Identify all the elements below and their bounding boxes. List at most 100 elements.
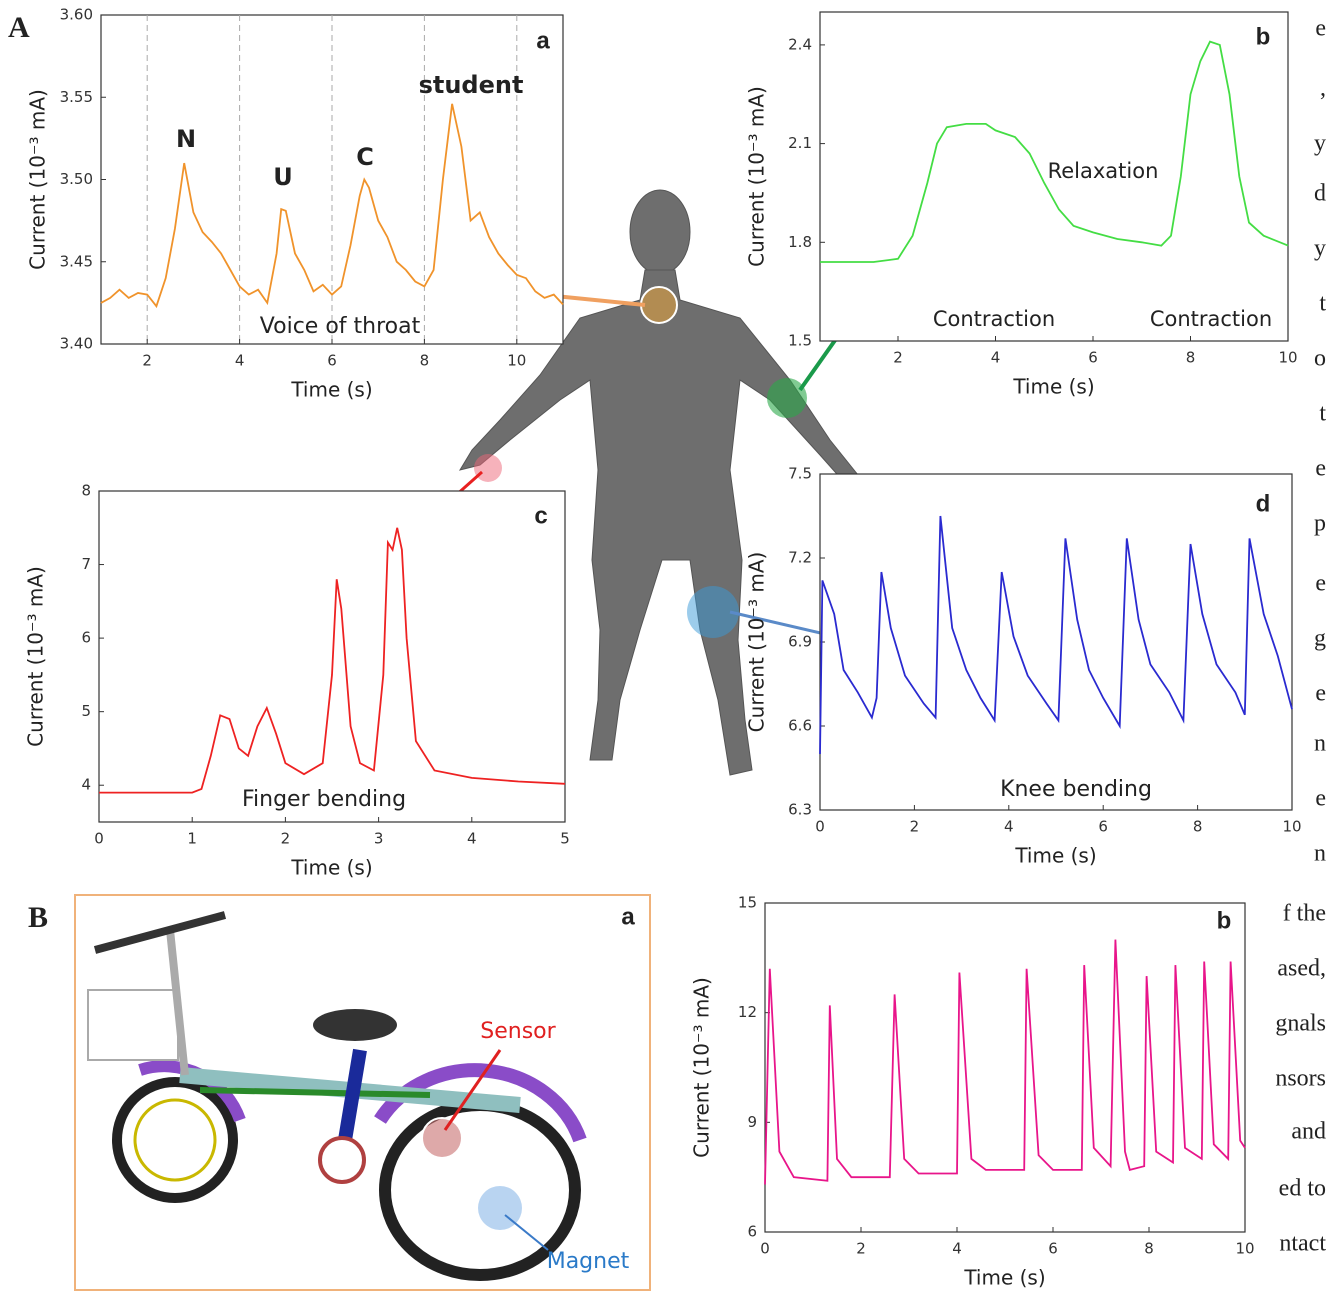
y-tick-label: 3.50	[60, 170, 93, 188]
y-tick-label: 6	[81, 629, 91, 647]
annotation: Relaxation	[1048, 159, 1159, 183]
y-tick-label: 6.9	[788, 633, 812, 651]
y-axis-label: Current (10⁻³ mA)	[745, 552, 769, 733]
x-axis-label: Time (s)	[290, 856, 372, 880]
side-text: n	[1314, 841, 1326, 867]
y-tick-label: 7.5	[788, 465, 812, 483]
x-tick-label: 4	[952, 1240, 962, 1258]
y-tick-label: 6.6	[788, 717, 812, 735]
y-tick-label: 3.55	[60, 88, 93, 106]
x-tick-label: 8	[1144, 1240, 1154, 1258]
x-tick-label: 4	[235, 352, 245, 370]
side-text: ed to	[1279, 1176, 1326, 1202]
magnet-label: Magnet	[547, 1249, 630, 1274]
side-text: ased,	[1277, 956, 1326, 982]
annotation: Finger bending	[242, 787, 406, 812]
x-tick-label: 8	[1193, 818, 1203, 836]
plot-frame	[820, 474, 1292, 810]
annotation: Contraction	[1150, 307, 1272, 331]
y-axis-label: Current (10⁻³ mA)	[24, 566, 48, 747]
annotation: Knee bending	[1000, 777, 1152, 802]
side-text: n	[1314, 731, 1326, 757]
side-text: f the	[1283, 901, 1326, 927]
x-tick-label: 4	[1004, 818, 1014, 836]
x-tick-label: 0	[815, 818, 825, 836]
y-tick-label: 6	[747, 1223, 757, 1241]
panel-letter: b	[1256, 23, 1271, 50]
side-text: o	[1314, 346, 1326, 372]
panel-letter: a	[536, 27, 550, 54]
side-text: nsors	[1275, 1066, 1326, 1092]
x-tick-label: 8	[420, 352, 430, 370]
side-text: d	[1314, 181, 1326, 207]
x-tick-label: 4	[991, 349, 1001, 367]
x-tick-label: 4	[467, 830, 477, 848]
side-text: ,	[1320, 76, 1326, 102]
panel-label: B	[28, 901, 48, 934]
y-tick-label: 12	[738, 1003, 757, 1021]
y-tick-label: 1.8	[788, 233, 812, 251]
y-tick-label: 2.1	[788, 134, 812, 152]
x-axis-label: Time (s)	[963, 1266, 1045, 1290]
side-text: e	[1315, 16, 1326, 42]
annotation: C	[356, 143, 374, 171]
panel-letter: c	[534, 502, 547, 529]
y-tick-label: 1.5	[788, 332, 812, 350]
side-text: ntact	[1279, 1231, 1326, 1257]
x-tick-label: 2	[910, 818, 920, 836]
x-tick-label: 10	[1278, 349, 1297, 367]
y-tick-label: 5	[81, 702, 91, 720]
side-text: gnals	[1275, 1011, 1326, 1037]
y-axis-label: Current (10⁻³ mA)	[745, 86, 769, 267]
y-tick-label: 3.60	[60, 6, 93, 24]
y-tick-label: 3.45	[60, 252, 93, 270]
side-text: e	[1315, 786, 1326, 812]
x-tick-label: 1	[187, 830, 197, 848]
annotation: student	[419, 71, 524, 99]
x-tick-label: 6	[327, 352, 337, 370]
x-tick-label: 2	[142, 352, 152, 370]
y-axis-label: Current (10⁻³ mA)	[690, 977, 714, 1158]
y-tick-label: 15	[738, 894, 757, 912]
y-tick-label: 8	[81, 482, 91, 500]
sensor-label: Sensor	[480, 1019, 556, 1044]
x-tick-label: 2	[856, 1240, 866, 1258]
diagram-letter: a	[621, 903, 635, 930]
x-axis-label: Time (s)	[290, 378, 372, 402]
x-tick-label: 10	[507, 352, 526, 370]
side-text: e	[1315, 681, 1326, 707]
annotation: Voice of throat	[260, 314, 421, 339]
side-text: t	[1319, 401, 1326, 427]
side-text: g	[1314, 626, 1326, 652]
annotation: N	[176, 125, 196, 153]
panel-letter: b	[1217, 907, 1232, 934]
x-tick-label: 3	[374, 830, 384, 848]
y-tick-label: 7	[81, 555, 91, 573]
panel-letter: d	[1256, 490, 1271, 517]
side-text: y	[1314, 131, 1326, 157]
x-axis-label: Time (s)	[1012, 375, 1094, 399]
side-text: t	[1319, 291, 1326, 317]
annotation: U	[273, 163, 293, 191]
panel-label: A	[8, 11, 30, 44]
x-axis-label: Time (s)	[1014, 844, 1096, 868]
x-tick-label: 10	[1282, 818, 1301, 836]
y-tick-label: 6.3	[788, 801, 812, 819]
y-axis-label: Current (10⁻³ mA)	[26, 89, 50, 270]
side-text: y	[1314, 236, 1326, 262]
side-text: p	[1314, 511, 1326, 537]
annotation: Contraction	[933, 307, 1055, 331]
side-text: e	[1315, 571, 1326, 597]
x-tick-label: 5	[560, 830, 570, 848]
x-tick-label: 6	[1098, 818, 1108, 836]
y-tick-label: 9	[747, 1113, 757, 1131]
x-tick-label: 10	[1235, 1240, 1254, 1258]
x-tick-label: 6	[1048, 1240, 1058, 1258]
x-tick-label: 6	[1088, 349, 1098, 367]
y-tick-label: 7.2	[788, 549, 812, 567]
side-text: and	[1291, 1119, 1326, 1145]
y-tick-label: 4	[81, 776, 91, 794]
x-tick-label: 2	[893, 349, 903, 367]
y-tick-label: 3.40	[60, 335, 93, 353]
plot-frame	[99, 491, 565, 822]
